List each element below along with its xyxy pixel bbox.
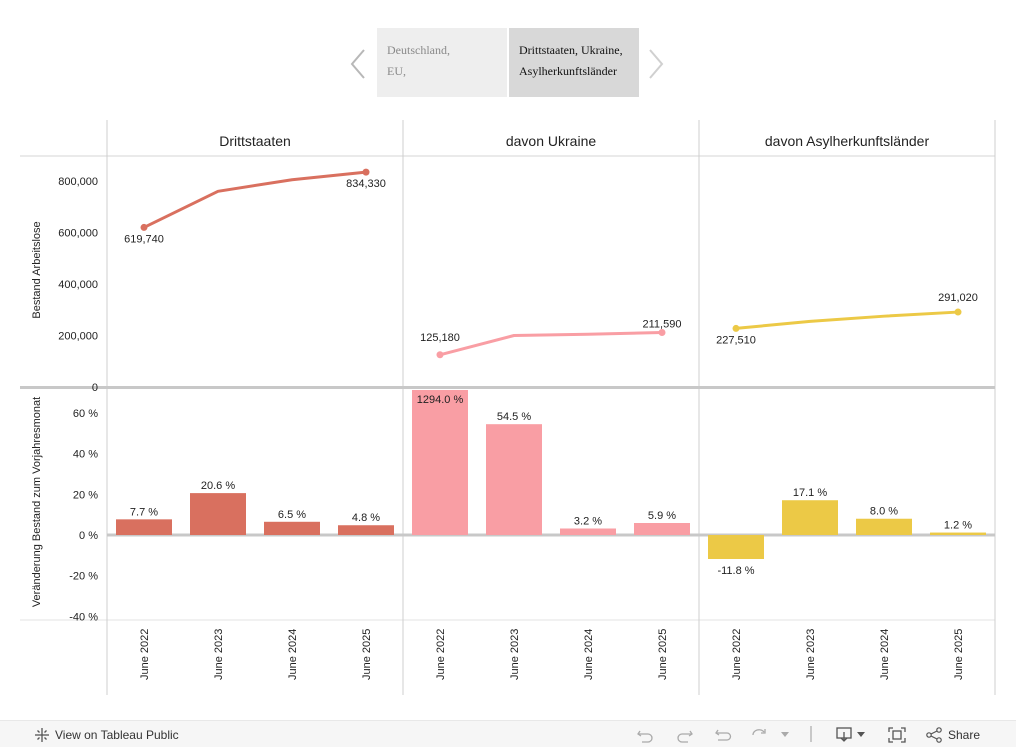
line-data-label: 125,180 bbox=[420, 332, 460, 344]
bar-axis-tick-label: 0 % bbox=[79, 530, 98, 542]
share-label: Share bbox=[948, 728, 981, 742]
x-tick-label: June 2022 bbox=[139, 629, 151, 680]
line-axis-tick-label: 600,000 bbox=[58, 228, 98, 240]
refresh-icon bbox=[752, 729, 766, 736]
bar-data-label: 5.9 % bbox=[648, 510, 676, 522]
line-axis-tick-label: 800,000 bbox=[58, 176, 98, 188]
tab-label-line2: EU, bbox=[387, 64, 406, 78]
line-series bbox=[438, 331, 664, 357]
bar bbox=[338, 525, 394, 535]
tab-label-line2: Asylherkunftsländer bbox=[519, 64, 617, 78]
line-data-label: 211,590 bbox=[643, 319, 682, 331]
chevron-down-icon bbox=[857, 732, 865, 737]
toolbar-divider bbox=[810, 726, 812, 742]
line-endpoint bbox=[658, 329, 666, 337]
x-tick-label: June 2024 bbox=[879, 629, 891, 680]
redo-icon bbox=[677, 730, 693, 743]
download-button[interactable] bbox=[836, 727, 866, 743]
bar bbox=[708, 535, 764, 559]
line-data-label: 834,330 bbox=[346, 178, 386, 190]
bar-data-label: 54.5 % bbox=[497, 411, 531, 423]
x-tick-label: June 2025 bbox=[361, 629, 373, 680]
x-tick-label: June 2023 bbox=[805, 629, 817, 680]
refresh-dropdown[interactable] bbox=[780, 731, 790, 739]
line-endpoint bbox=[954, 308, 962, 316]
line-series bbox=[142, 170, 368, 229]
revert-icon bbox=[715, 729, 732, 741]
line-endpoint bbox=[732, 324, 740, 332]
bar-data-label: 7.7 % bbox=[130, 506, 158, 518]
undo-button[interactable] bbox=[636, 727, 654, 743]
x-tick-label: June 2024 bbox=[287, 629, 299, 680]
line-endpoint bbox=[362, 168, 370, 176]
line-endpoint bbox=[140, 223, 148, 231]
share-icon bbox=[926, 727, 942, 743]
previous-arrow-icon[interactable] bbox=[346, 44, 370, 84]
bar bbox=[856, 518, 912, 535]
bar-axis-tick-label: 20 % bbox=[73, 489, 98, 501]
bar bbox=[560, 528, 616, 535]
bar bbox=[782, 500, 838, 535]
panel-title: davon Asylherkunftsländer bbox=[765, 133, 930, 149]
footer-toolbar: View on Tableau Public bbox=[0, 720, 1016, 747]
x-tick-label: June 2025 bbox=[953, 629, 965, 680]
bar-axis-tick-label: -20 % bbox=[69, 571, 98, 583]
tableau-logo-icon bbox=[35, 728, 49, 742]
view-on-tableau-label: View on Tableau Public bbox=[55, 728, 179, 742]
bar-data-label: 1294.0 % bbox=[417, 394, 464, 406]
bar bbox=[486, 424, 542, 535]
redo-button[interactable] bbox=[676, 727, 694, 743]
line-data-label: 227,510 bbox=[716, 334, 756, 346]
x-tick-label: June 2025 bbox=[657, 629, 669, 680]
bar bbox=[634, 523, 690, 535]
line-axis-title: Bestand Arbeitslose bbox=[31, 221, 43, 318]
x-tick-label: June 2022 bbox=[731, 629, 743, 680]
line-data-label: 291,020 bbox=[938, 292, 978, 304]
line-series bbox=[734, 310, 960, 330]
share-button[interactable]: Share bbox=[926, 727, 980, 743]
bar bbox=[930, 532, 986, 535]
bar-axis-tick-label: 60 % bbox=[73, 408, 98, 420]
bar bbox=[116, 519, 172, 535]
line-endpoint bbox=[436, 351, 444, 359]
line-axis-tick-label: 0 bbox=[92, 382, 98, 394]
bar-data-label: 8.0 % bbox=[870, 506, 898, 518]
download-icon bbox=[836, 727, 852, 742]
x-tick-label: June 2024 bbox=[583, 629, 595, 680]
panel-title: Drittstaaten bbox=[219, 133, 291, 149]
fullscreen-icon bbox=[888, 727, 906, 743]
bar-axis-tick-label: 40 % bbox=[73, 449, 98, 461]
refresh-button[interactable] bbox=[750, 727, 768, 743]
tab-drittstaaten-ukraine-asyl[interactable]: Drittstaaten, Ukraine, Asylherkunftsländ… bbox=[509, 28, 639, 97]
x-tick-label: June 2023 bbox=[213, 629, 225, 680]
tab-label-line1: Drittstaaten, Ukraine, bbox=[519, 43, 623, 57]
bar-data-label: -11.8 % bbox=[717, 565, 754, 577]
bar-data-label: 6.5 % bbox=[278, 509, 306, 521]
bar-data-label: 3.2 % bbox=[574, 515, 602, 527]
fullscreen-button[interactable] bbox=[888, 727, 906, 743]
bar-data-label: 20.6 % bbox=[201, 480, 235, 492]
line-axis-tick-label: 400,000 bbox=[58, 279, 98, 291]
line-data-label: 619,740 bbox=[124, 233, 164, 245]
view-on-tableau-link[interactable]: View on Tableau Public bbox=[34, 727, 179, 743]
panel-title: davon Ukraine bbox=[506, 133, 596, 149]
line-axis-tick-label: 200,000 bbox=[58, 331, 98, 343]
bar bbox=[190, 493, 246, 535]
revert-button[interactable] bbox=[714, 727, 732, 743]
bar bbox=[412, 390, 468, 535]
bar bbox=[264, 521, 320, 535]
tab-label-line1: Deutschland, bbox=[387, 43, 450, 57]
next-arrow-icon[interactable] bbox=[644, 44, 668, 84]
undo-icon bbox=[637, 730, 653, 743]
chevron-down-icon bbox=[781, 732, 789, 737]
bar-data-label: 1.2 % bbox=[944, 520, 972, 532]
tab-deutschland-eu[interactable]: Deutschland, EU, bbox=[377, 28, 507, 97]
x-tick-label: June 2023 bbox=[509, 629, 521, 680]
bar-data-label: 17.1 % bbox=[793, 487, 827, 499]
chart-area: 0 200,000 400,000 600,000 800,000 -40 % -20 % 0… bbox=[20, 120, 996, 695]
bar-axis-tick-label: -40 % bbox=[69, 611, 98, 623]
bar-data-label: 4.8 % bbox=[352, 512, 380, 524]
x-tick-label: June 2022 bbox=[435, 629, 447, 680]
bar-axis-title: Veränderung Bestand zum Vorjahresmonat bbox=[31, 397, 43, 607]
